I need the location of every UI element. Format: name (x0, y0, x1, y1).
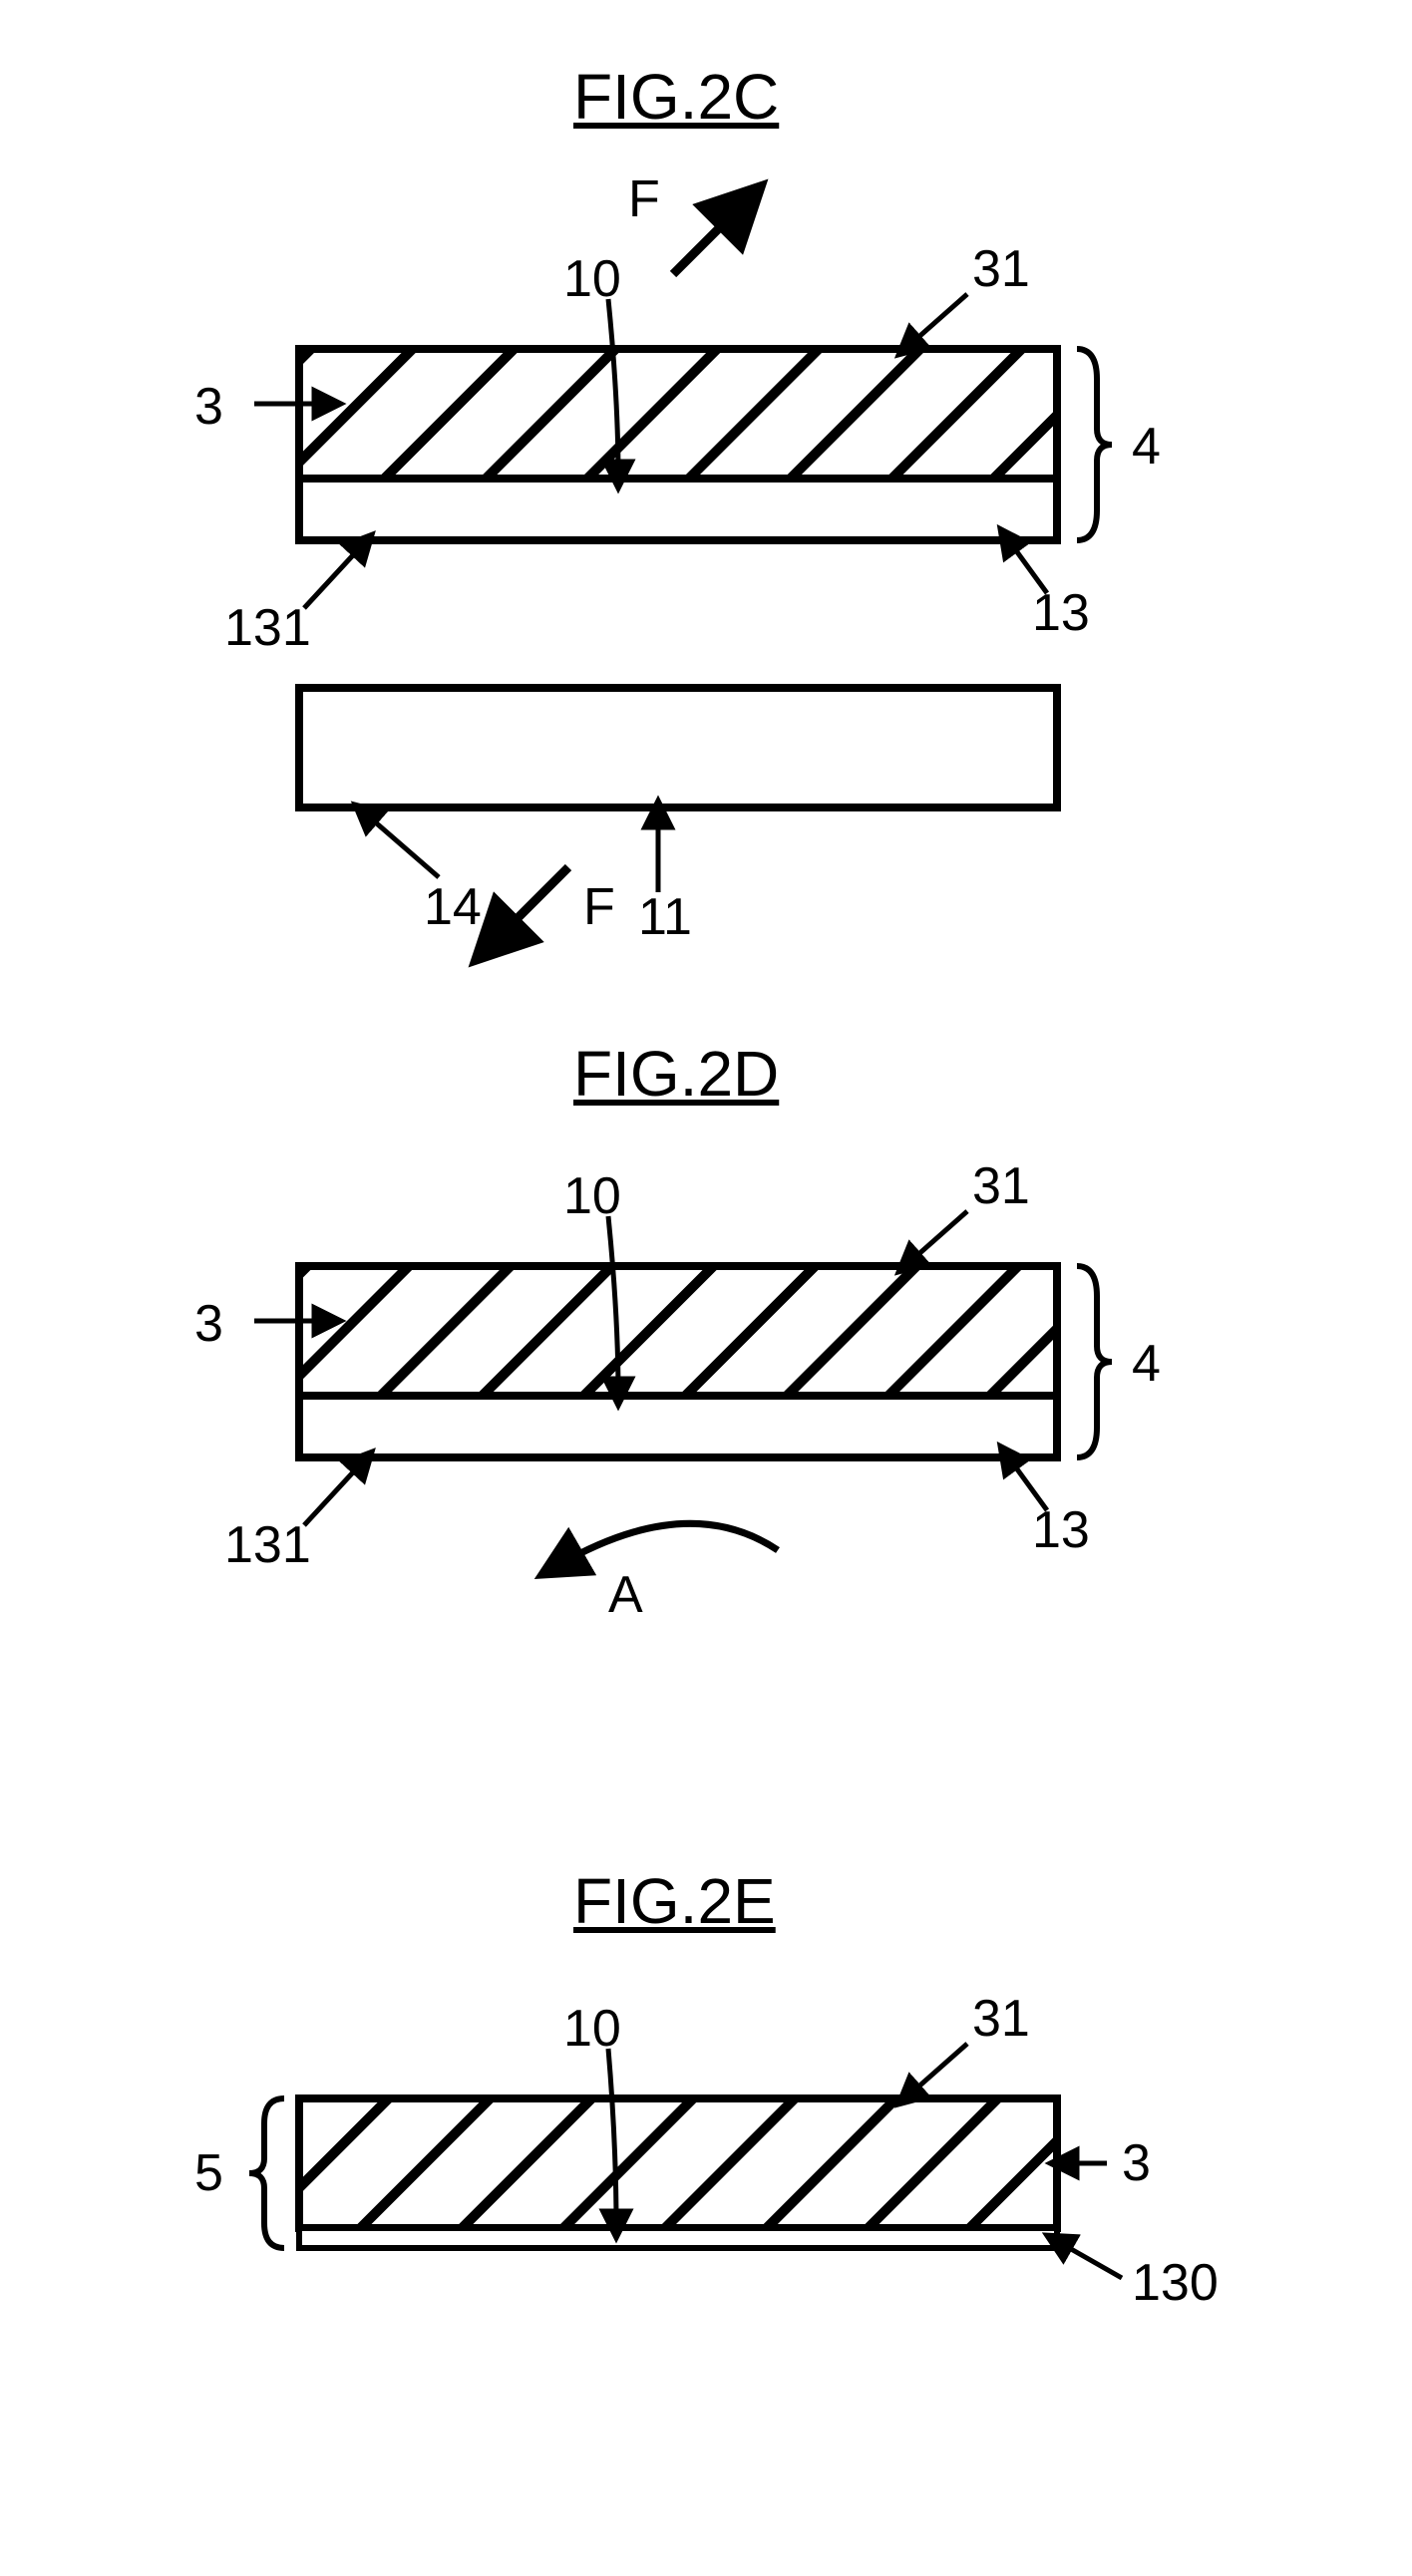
fig-2c (254, 204, 1112, 942)
label-13-d: 13 (1032, 1500, 1090, 1560)
label-11-c: 11 (638, 887, 692, 947)
label-31-d: 31 (972, 1156, 1030, 1216)
label-3-c: 3 (194, 377, 223, 437)
label-10-c: 10 (563, 249, 621, 309)
fig-2e (249, 2044, 1122, 2278)
label-131-c: 131 (224, 598, 311, 658)
fig-2e-title: FIG.2E (573, 1864, 776, 1938)
label-131-d: 131 (224, 1515, 311, 1575)
fig-2c-title: FIG.2C (573, 60, 779, 134)
label-F-top: F (628, 169, 660, 229)
label-3-e: 3 (1122, 2133, 1151, 2193)
fig-2d-title: FIG.2D (573, 1037, 779, 1111)
label-4-d: 4 (1132, 1334, 1161, 1394)
label-14-c: 14 (424, 877, 482, 937)
label-10-e: 10 (563, 1999, 621, 2059)
label-5-e: 5 (194, 2143, 223, 2203)
label-130-e: 130 (1132, 2253, 1219, 2313)
label-F-bot: F (583, 877, 615, 937)
label-13-c: 13 (1032, 583, 1090, 643)
label-31-e: 31 (972, 1989, 1030, 2049)
label-31-c: 31 (972, 239, 1030, 299)
label-4-c: 4 (1132, 417, 1161, 477)
label-A-d: A (608, 1565, 643, 1625)
label-3-d: 3 (194, 1294, 223, 1354)
fig-2d (254, 1211, 1112, 1565)
page: FIG.2C F 3 10 31 4 131 13 14 11 F FIG.2D… (0, 0, 1412, 2576)
label-10-d: 10 (563, 1166, 621, 1226)
